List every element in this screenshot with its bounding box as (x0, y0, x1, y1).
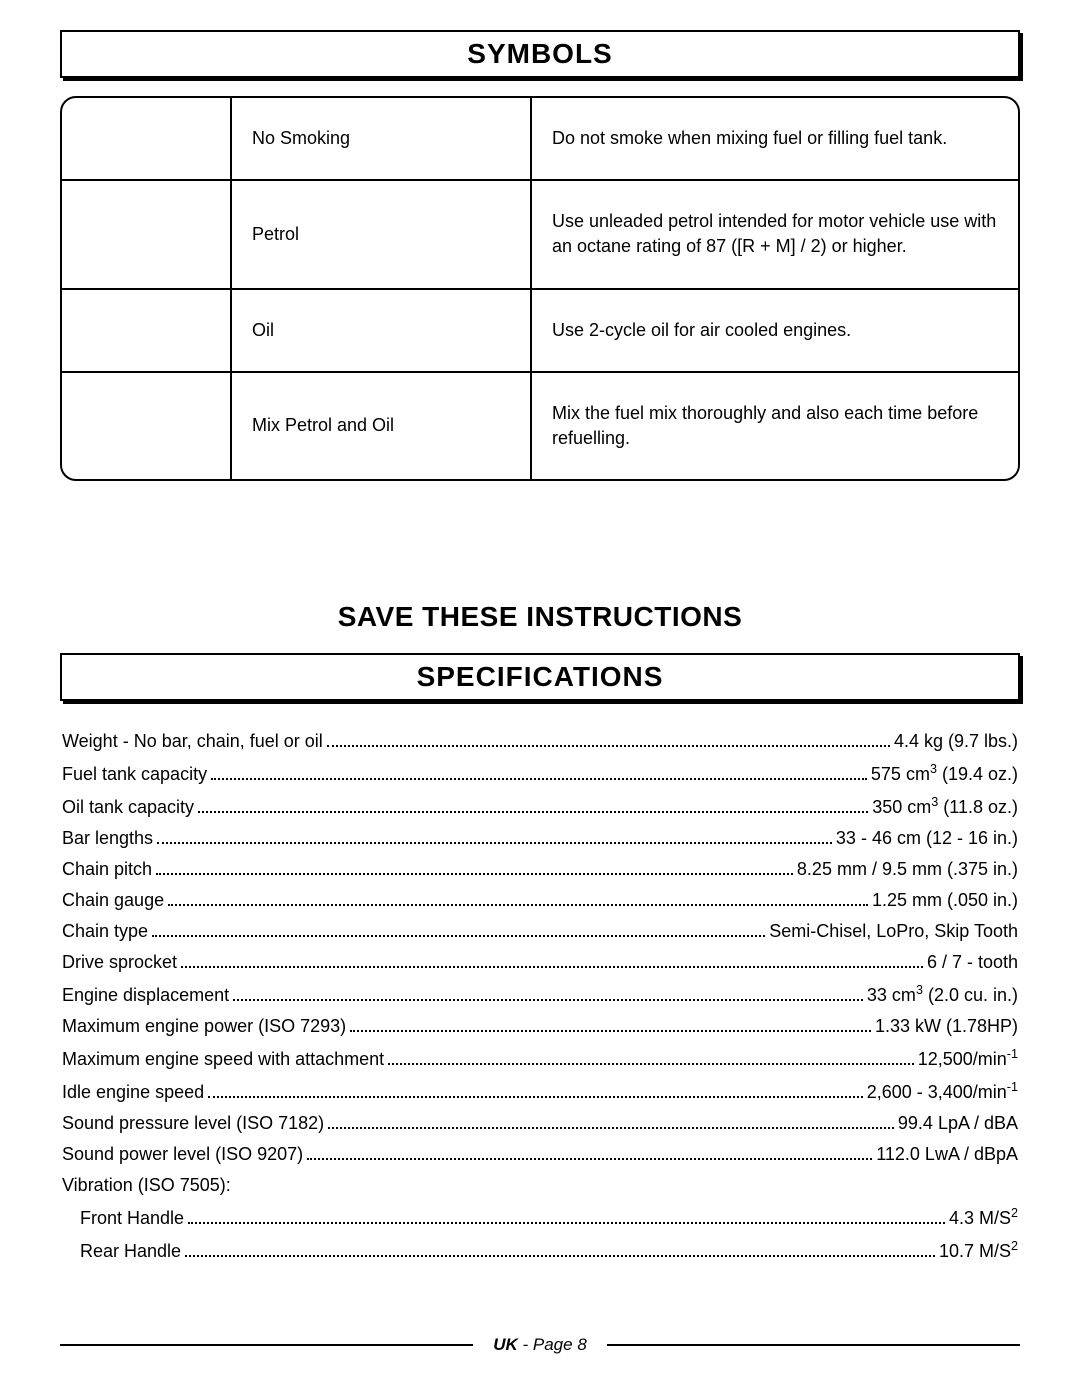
spec-value: 12,500/min-1 (918, 1047, 1018, 1070)
footer-country: UK (493, 1335, 518, 1354)
spec-value: 1.25 mm (.050 in.) (872, 890, 1018, 911)
spec-value: 6 / 7 - tooth (927, 952, 1018, 973)
spec-dots (233, 999, 863, 1001)
spec-dots (181, 966, 923, 968)
spec-label: Chain pitch (62, 859, 152, 880)
spec-label: Maximum engine power (ISO 7293) (62, 1016, 346, 1037)
spec-dots (157, 842, 832, 844)
specifications-title: SPECIFICATIONS (62, 661, 1018, 693)
specs-list: Weight - No bar, chain, fuel or oil 4.4 k… (60, 731, 1020, 1262)
spec-label: Fuel tank capacity (62, 764, 207, 785)
save-instructions: SAVE THESE INSTRUCTIONS (60, 601, 1020, 633)
spec-label: Weight - No bar, chain, fuel or oil (62, 731, 323, 752)
spec-dots (211, 778, 867, 780)
symbol-description: Mix the fuel mix thoroughly and also eac… (532, 373, 1018, 479)
table-row: No SmokingDo not smoke when mixing fuel … (62, 98, 1018, 181)
table-row: OilUse 2-cycle oil for air cooled engine… (62, 290, 1018, 373)
symbols-header: SYMBOLS (60, 30, 1020, 78)
symbol-icon-cell (62, 290, 232, 373)
footer-line-right (607, 1344, 1020, 1346)
symbol-icon-cell (62, 373, 232, 479)
spec-row: Weight - No bar, chain, fuel or oil 4.4 k… (62, 731, 1018, 752)
spec-value: 112.0 LwA / dBpA (876, 1144, 1018, 1165)
spec-value: Semi-Chisel, LoPro, Skip Tooth (769, 921, 1018, 942)
spec-dots (327, 745, 890, 747)
symbol-description: Use unleaded petrol intended for motor v… (532, 181, 1018, 289)
specifications-header: SPECIFICATIONS (60, 653, 1020, 701)
spec-value: 350 cm3 (11.8 oz.) (872, 795, 1018, 818)
spec-dots (208, 1096, 863, 1098)
table-row: Mix Petrol and OilMix the fuel mix thoro… (62, 373, 1018, 479)
spec-row: Drive sprocket 6 / 7 - tooth (62, 952, 1018, 973)
spec-value: 33 - 46 cm (12 - 16 in.) (836, 828, 1018, 849)
spec-label: Chain type (62, 921, 148, 942)
spec-label: Chain gauge (62, 890, 164, 911)
spec-row: Rear Handle 10.7 M/S2 (62, 1239, 1018, 1262)
spec-row: Engine displacement 33 cm3 (2.0 cu. in.) (62, 983, 1018, 1006)
spec-value: 2,600 - 3,400/min-1 (867, 1080, 1018, 1103)
symbol-label: No Smoking (232, 98, 532, 181)
spec-dots (328, 1127, 894, 1129)
spec-row: Fuel tank capacity 575 cm3 (19.4 oz.) (62, 762, 1018, 785)
spec-label: Bar lengths (62, 828, 153, 849)
spec-label: Maximum engine speed with attachment (62, 1049, 384, 1070)
spec-label: Sound power level (ISO 9207) (62, 1144, 303, 1165)
spec-value: 99.4 LpA / dBA (898, 1113, 1018, 1134)
symbol-icon-cell (62, 98, 232, 181)
symbol-description: Do not smoke when mixing fuel or filling… (532, 98, 1018, 181)
spec-dots (307, 1158, 872, 1160)
spec-row: Vibration (ISO 7505): (62, 1175, 1018, 1196)
symbols-title: SYMBOLS (62, 38, 1018, 70)
spec-row: Front Handle 4.3 M/S2 (62, 1206, 1018, 1229)
spec-value: 8.25 mm / 9.5 mm (.375 in.) (797, 859, 1018, 880)
spec-row: Maximum engine power (ISO 7293) 1.33 kW (… (62, 1016, 1018, 1037)
spec-label: Drive sprocket (62, 952, 177, 973)
spec-dots (168, 904, 868, 906)
spec-row: Sound pressure level (ISO 7182) 99.4 LpA … (62, 1113, 1018, 1134)
spec-value: 33 cm3 (2.0 cu. in.) (867, 983, 1018, 1006)
spec-dots (388, 1063, 914, 1065)
symbol-label: Oil (232, 290, 532, 373)
spec-row: Bar lengths 33 - 46 cm (12 - 16 in.) (62, 828, 1018, 849)
spec-label: Vibration (ISO 7505): (62, 1175, 231, 1196)
footer-line-left (60, 1344, 473, 1346)
footer-page: - Page 8 (518, 1335, 587, 1354)
symbols-table: No SmokingDo not smoke when mixing fuel … (60, 96, 1020, 481)
spec-row: Idle engine speed 2,600 - 3,400/min-1 (62, 1080, 1018, 1103)
spec-dots (156, 873, 793, 875)
symbol-description: Use 2-cycle oil for air cooled engines. (532, 290, 1018, 373)
symbol-label: Petrol (232, 181, 532, 289)
spec-label: Oil tank capacity (62, 797, 194, 818)
spec-value: 1.33 kW (1.78HP) (875, 1016, 1018, 1037)
spec-value: 10.7 M/S2 (939, 1239, 1018, 1262)
spec-dots (350, 1030, 871, 1032)
spec-label: Sound pressure level (ISO 7182) (62, 1113, 324, 1134)
spec-label: Idle engine speed (62, 1082, 204, 1103)
spec-dots (198, 811, 868, 813)
spec-value: 4.4 kg (9.7 lbs.) (894, 731, 1018, 752)
spec-dots (188, 1222, 945, 1224)
spec-value: 575 cm3 (19.4 oz.) (871, 762, 1018, 785)
spec-row: Chain pitch 8.25 mm / 9.5 mm (.375 in.) (62, 859, 1018, 880)
spec-label: Engine displacement (62, 985, 229, 1006)
spec-label: Rear Handle (80, 1241, 181, 1262)
spec-row: Sound power level (ISO 9207) 112.0 LwA / … (62, 1144, 1018, 1165)
spec-row: Chain type Semi-Chisel, LoPro, Skip Tooth (62, 921, 1018, 942)
spec-row: Maximum engine speed with attachment 12,5… (62, 1047, 1018, 1070)
spec-value: 4.3 M/S2 (949, 1206, 1018, 1229)
spec-row: Oil tank capacity 350 cm3 (11.8 oz.) (62, 795, 1018, 818)
spec-dots (185, 1255, 935, 1257)
spec-dots (152, 935, 765, 937)
spec-row: Chain gauge 1.25 mm (.050 in.) (62, 890, 1018, 911)
spec-label: Front Handle (80, 1208, 184, 1229)
table-row: PetrolUse unleaded petrol intended for m… (62, 181, 1018, 289)
page-footer: UK - Page 8 (60, 1335, 1020, 1355)
symbol-label: Mix Petrol and Oil (232, 373, 532, 479)
footer-text: UK - Page 8 (493, 1335, 587, 1355)
symbol-icon-cell (62, 181, 232, 289)
